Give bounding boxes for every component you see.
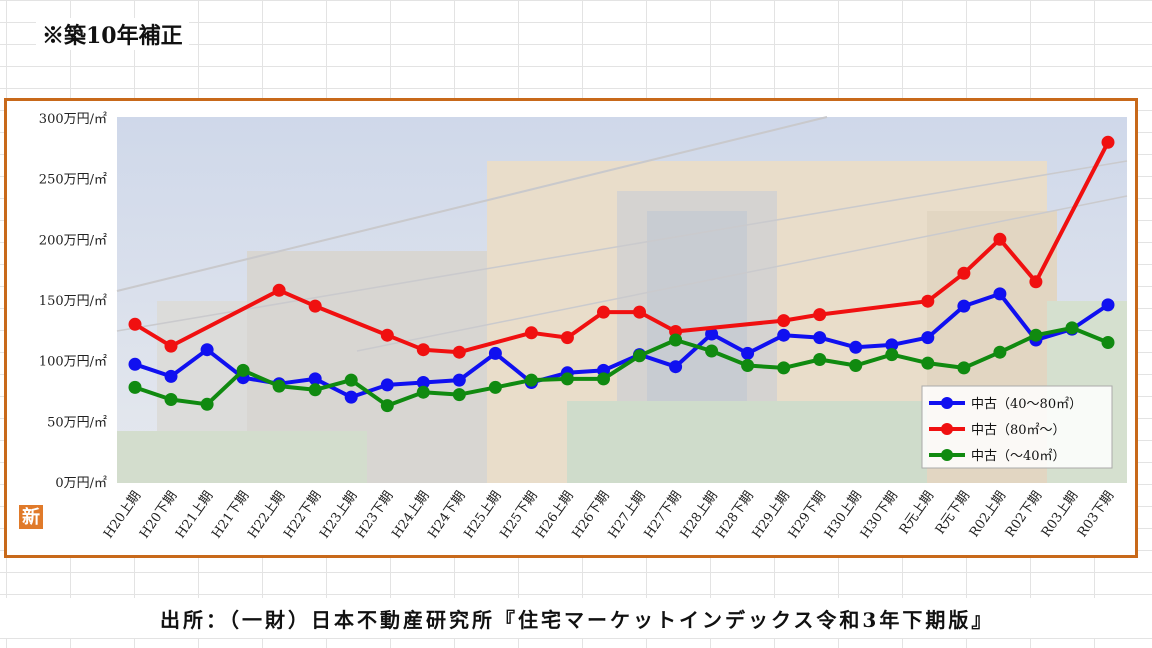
data-point bbox=[957, 361, 971, 375]
data-point bbox=[164, 393, 178, 406]
data-point bbox=[777, 328, 791, 342]
data-point bbox=[488, 380, 502, 394]
data-point bbox=[813, 308, 827, 322]
y-tick-label: 150万円/㎡ bbox=[39, 294, 107, 309]
data-point bbox=[236, 363, 250, 377]
data-point bbox=[560, 331, 574, 345]
chart-frame: 0万円/㎡ 50万円/㎡ 100万円/㎡ 150万円/㎡ 200万円/㎡ 250万円/㎡ 3… bbox=[4, 98, 1138, 558]
data-point bbox=[272, 379, 286, 393]
data-point bbox=[128, 357, 142, 371]
data-point bbox=[452, 345, 466, 359]
source-line: 出所：（一財）日本不動産研究所『住宅マーケットインデックス令和3年下期版』 bbox=[0, 598, 1152, 638]
data-point bbox=[488, 346, 502, 360]
data-point bbox=[1101, 135, 1115, 149]
data-point bbox=[993, 232, 1007, 246]
series-line-0 bbox=[134, 291, 1110, 400]
data-point bbox=[452, 388, 466, 402]
data-point bbox=[957, 299, 971, 313]
data-point bbox=[308, 299, 322, 313]
y-tick-label: 0万円/㎡ bbox=[55, 476, 107, 491]
data-point bbox=[380, 328, 394, 342]
data-point bbox=[1029, 328, 1043, 342]
series-line-2 bbox=[134, 325, 1109, 408]
data-point bbox=[993, 287, 1007, 301]
data-point bbox=[777, 314, 791, 328]
data-point bbox=[885, 338, 899, 352]
data-point bbox=[777, 361, 791, 375]
legend: 中古（40〜80㎡） 中古（80㎡〜） 中古（〜40㎡） bbox=[921, 385, 1113, 469]
data-point bbox=[380, 399, 394, 413]
data-point bbox=[524, 326, 538, 340]
data-point bbox=[885, 348, 899, 362]
data-point bbox=[560, 372, 574, 386]
data-point bbox=[308, 372, 322, 386]
data-point bbox=[416, 376, 430, 389]
data-point bbox=[344, 373, 358, 387]
x-tick-label: R03下期 bbox=[1075, 489, 1117, 540]
data-point bbox=[597, 305, 610, 319]
legend-swatch-marker bbox=[941, 449, 953, 461]
data-point bbox=[669, 333, 683, 347]
y-tick-label: 100万円/㎡ bbox=[39, 355, 107, 370]
y-tick-label: 50万円/㎡ bbox=[47, 415, 107, 430]
data-point bbox=[344, 390, 358, 404]
data-point bbox=[200, 397, 214, 411]
line-chart: 0万円/㎡ 50万円/㎡ 100万円/㎡ 150万円/㎡ 200万円/㎡ 250万円/㎡ 3… bbox=[19, 112, 1128, 542]
data-point bbox=[164, 339, 178, 353]
data-point bbox=[921, 294, 935, 308]
logo-text: 新 bbox=[22, 506, 40, 528]
data-point bbox=[813, 353, 827, 366]
data-point bbox=[128, 380, 142, 394]
y-tick-label: 300万円/㎡ bbox=[39, 112, 107, 127]
legend-entry: 中古（〜40㎡） bbox=[971, 449, 1066, 464]
data-point bbox=[957, 266, 971, 280]
data-point bbox=[849, 359, 863, 372]
legend-entry: 中古（40〜80㎡） bbox=[971, 397, 1082, 412]
source-text: 出所：（一財）日本不動産研究所『住宅マーケットインデックス令和3年下期版』 bbox=[160, 608, 995, 632]
data-point bbox=[1029, 275, 1043, 289]
data-point bbox=[1101, 298, 1115, 312]
data-point bbox=[380, 378, 394, 392]
legend-swatch-marker bbox=[941, 397, 953, 409]
data-point bbox=[597, 372, 610, 386]
data-point bbox=[705, 327, 719, 341]
data-point bbox=[416, 343, 430, 357]
chart-note: ※築10年補正 bbox=[36, 18, 189, 50]
data-point bbox=[416, 385, 430, 399]
data-point bbox=[308, 383, 322, 397]
data-point bbox=[272, 283, 286, 297]
data-point bbox=[633, 305, 646, 319]
data-point bbox=[1101, 336, 1115, 349]
data-point bbox=[741, 346, 755, 360]
y-tick-label: 250万円/㎡ bbox=[39, 173, 107, 188]
legend-swatch-marker bbox=[941, 423, 953, 435]
data-point bbox=[669, 360, 683, 374]
data-point bbox=[452, 373, 466, 387]
data-point bbox=[1065, 321, 1079, 335]
data-point bbox=[921, 356, 935, 370]
data-point bbox=[200, 343, 214, 357]
data-point bbox=[993, 345, 1007, 359]
data-point bbox=[849, 340, 863, 354]
data-point bbox=[128, 317, 142, 331]
data-point bbox=[741, 359, 755, 372]
x-tick-label: R元上期 bbox=[897, 489, 937, 538]
x-tick-label: H30下期 bbox=[858, 489, 901, 542]
data-point bbox=[633, 349, 646, 363]
data-point bbox=[705, 344, 719, 358]
data-point bbox=[921, 331, 935, 345]
legend-entry: 中古（80㎡〜） bbox=[971, 423, 1066, 438]
logo-badge: 新 bbox=[19, 505, 43, 529]
data-point bbox=[813, 331, 827, 345]
data-point bbox=[164, 369, 178, 383]
data-point bbox=[524, 373, 538, 387]
y-tick-label: 200万円/㎡ bbox=[39, 233, 107, 248]
